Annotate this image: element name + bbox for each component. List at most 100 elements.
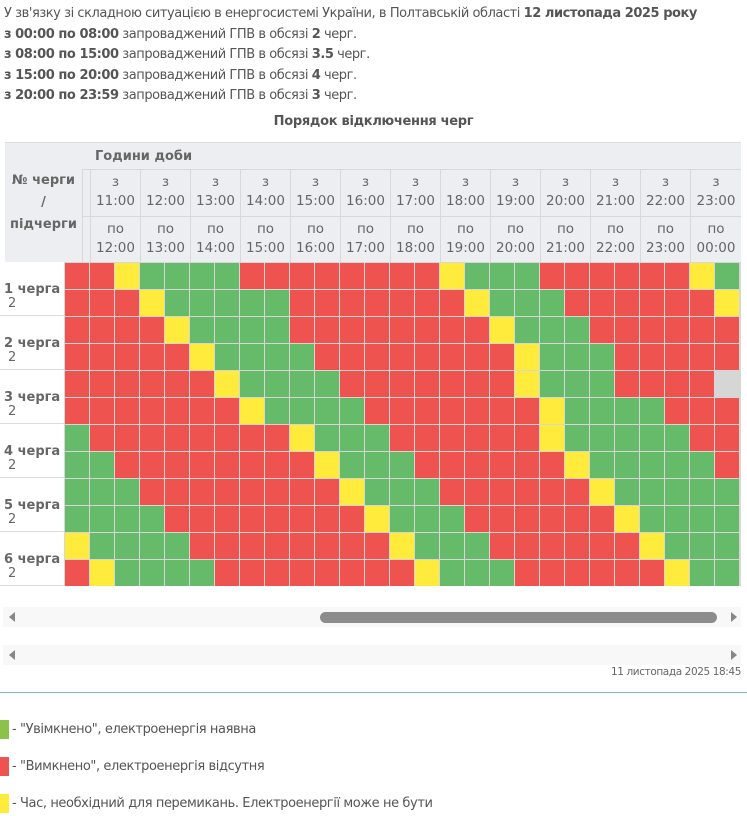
- line-text: запроваджений ГПВ в обсязі: [118, 67, 312, 83]
- schedule-cell-off: [490, 398, 514, 424]
- hour-from-cell: з 12:00: [140, 169, 190, 216]
- schedule-cell-off: [90, 371, 114, 397]
- schedule-cell-on: [215, 263, 239, 289]
- schedule-cell-on: [65, 479, 89, 505]
- schedule-cell-on: [665, 506, 689, 532]
- schedule-cell-off: [290, 479, 314, 505]
- schedule-cell-off: [690, 317, 714, 343]
- queue-row-label: 1 черга 2: [0, 262, 64, 316]
- time-range: з 08:00 по 15:00: [4, 47, 119, 62]
- scroll-left-arrow-icon[interactable]: [9, 612, 15, 622]
- schedule-cell-off: [290, 533, 314, 559]
- schedule-cell-off: [215, 398, 239, 424]
- schedule-cell-off: [490, 344, 514, 370]
- hour-to-cell: по 20:00: [490, 216, 540, 263]
- schedule-cell-on: [490, 263, 514, 289]
- queue-label: 6 черга: [4, 552, 61, 567]
- schedule-cell-on: [440, 506, 464, 532]
- line-tail: черг.: [333, 47, 370, 62]
- schedule-cell-off: [115, 290, 139, 316]
- hour-to-cell: по 21:00: [540, 216, 590, 263]
- horizontal-scrollbar[interactable]: [3, 607, 741, 627]
- hour-from: 18:00: [446, 193, 485, 209]
- hour-from: 21:00: [596, 193, 635, 209]
- schedule-cell-on: [540, 317, 564, 343]
- hour-to-label: по: [256, 221, 275, 237]
- schedule-cell-on: [240, 317, 264, 343]
- hour-from: 22:00: [646, 193, 685, 209]
- schedule-cell-off: [415, 263, 439, 289]
- schedule-cell-off: [665, 344, 689, 370]
- hour-to-label: по: [707, 221, 725, 237]
- schedule-cell-off: [290, 263, 314, 289]
- queue-header-line: № черги: [11, 173, 76, 188]
- queue-row-label: 3 черга 2: [0, 370, 64, 424]
- hour-to-label: по: [456, 221, 475, 237]
- schedule-cell-maybe: [115, 263, 139, 289]
- schedule-cell-off: [165, 452, 189, 478]
- schedule-cell-off: [690, 290, 714, 316]
- hour-to: 15:00: [246, 240, 285, 256]
- legend-off: - "Вимкнено", електроенергія відсутня: [0, 756, 265, 776]
- hour-to-label: по: [656, 221, 675, 237]
- line-tail: черг.: [320, 26, 357, 42]
- schedule-cell-off: [115, 371, 139, 397]
- hours-header: Години доби: [95, 149, 193, 164]
- red-swatch-icon: [0, 756, 9, 776]
- schedule-cell-on: [140, 263, 164, 289]
- scroll-right-arrow-icon[interactable]: [731, 612, 737, 622]
- schedule-cell-maybe: [540, 425, 564, 451]
- schedule-cell-off: [315, 317, 339, 343]
- hour-from-label: з: [511, 174, 520, 190]
- schedule-cell-maybe: [190, 344, 214, 370]
- schedule-cell-off: [190, 452, 214, 478]
- schedule-cell-off: [65, 317, 89, 343]
- schedule-cell-off: [90, 344, 114, 370]
- schedule-cell-off: [215, 560, 239, 586]
- schedule-cell-off: [65, 371, 89, 397]
- scroll-left-arrow-icon[interactable]: [9, 650, 15, 660]
- schedule-line: з 00:00 по 08:00 запроваджений ГПВ в обс…: [4, 25, 697, 46]
- schedule-cell-off: [265, 479, 289, 505]
- schedule-cell-on: [615, 398, 639, 424]
- schedule-line: з 08:00 по 15:00 запроваджений ГПВ в обс…: [4, 45, 697, 66]
- schedule-cell-on: [315, 371, 339, 397]
- schedule-cell-on: [415, 479, 439, 505]
- intro-text: У зв'язку зі складною ситуацією в енерго…: [4, 6, 524, 21]
- hour-from: 14:00: [246, 193, 285, 209]
- schedule-cell-off: [540, 506, 564, 532]
- schedule-cell-on: [340, 425, 364, 451]
- legend-text: - Час, необхідний для перемикань. Електр…: [12, 795, 433, 811]
- hour-to: 19:00: [446, 240, 485, 256]
- schedule-cell-on: [640, 479, 664, 505]
- hour-to-cell: по 17:00: [340, 216, 390, 263]
- schedule-cell-off: [265, 263, 289, 289]
- schedule-cell-maybe: [515, 344, 539, 370]
- legend-maybe: - Час, необхідний для перемикань. Електр…: [0, 793, 433, 813]
- divider: [0, 692, 747, 693]
- schedule-cell-off: [90, 290, 114, 316]
- schedule-cell-on: [565, 398, 589, 424]
- schedule-cell-on: [165, 533, 189, 559]
- legend-on: - "Увімкнено", електроенергія наявна: [0, 719, 256, 739]
- schedule-cell-off: [365, 290, 389, 316]
- schedule-cell-off: [115, 317, 139, 343]
- schedule-cell-on: [590, 398, 614, 424]
- scrollbar-thumb[interactable]: [320, 612, 717, 623]
- schedule-cell-on: [615, 425, 639, 451]
- schedule-cell-off: [215, 533, 239, 559]
- schedule-cell-off: [165, 425, 189, 451]
- horizontal-scrollbar-secondary[interactable]: [3, 645, 741, 665]
- schedule-cell-off: [140, 344, 164, 370]
- schedule-cell-off: [65, 290, 89, 316]
- schedule-cell-off: [390, 398, 414, 424]
- line-text: запроваджений ГПВ в обсязі: [118, 88, 312, 103]
- queue-row-label: 6 черга 2: [0, 532, 64, 586]
- scroll-right-arrow-icon[interactable]: [731, 650, 737, 660]
- hour-from: 23:00: [696, 193, 736, 209]
- schedule-cell-off: [515, 479, 539, 505]
- schedule-cell-off: [415, 290, 439, 316]
- schedule-cell-off: [490, 452, 514, 478]
- schedule-cell-maybe: [365, 506, 389, 532]
- schedule-cell-on: [515, 317, 539, 343]
